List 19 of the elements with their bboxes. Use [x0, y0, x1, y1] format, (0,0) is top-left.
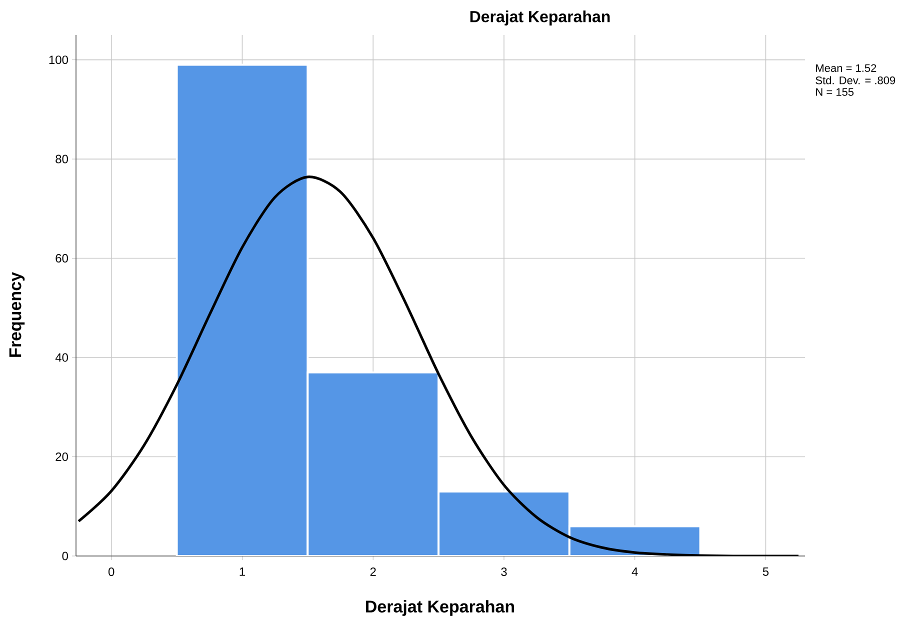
- line-series: [77, 176, 800, 556]
- x-tick-label: 1: [240, 568, 245, 576]
- x-tick-label: 4: [632, 568, 638, 576]
- x-axis-title: Derajat Keparahan: [366, 600, 514, 616]
- text: Mean = 1.52: [816, 64, 876, 72]
- x-tick-label: 0: [108, 568, 114, 576]
- y-tick-label: 100: [49, 56, 68, 64]
- y-tick-label: 80: [56, 154, 68, 164]
- y-tick-label: 60: [56, 254, 68, 263]
- y-tick-label: 0: [62, 552, 68, 560]
- x-tick-label: 5: [762, 568, 769, 576]
- text: N = 155: [816, 88, 854, 96]
- chart-title: Derajat Keparahan: [470, 10, 610, 26]
- y-tick-label: 40: [55, 353, 68, 362]
- y-axis-title: Frequency: [9, 272, 25, 357]
- x-tick-label: 2: [370, 568, 376, 576]
- x-tick-label: 3: [501, 568, 507, 576]
- y-tick-label: 20: [56, 452, 68, 461]
- text: Std. Dev. = .809: [816, 76, 896, 84]
